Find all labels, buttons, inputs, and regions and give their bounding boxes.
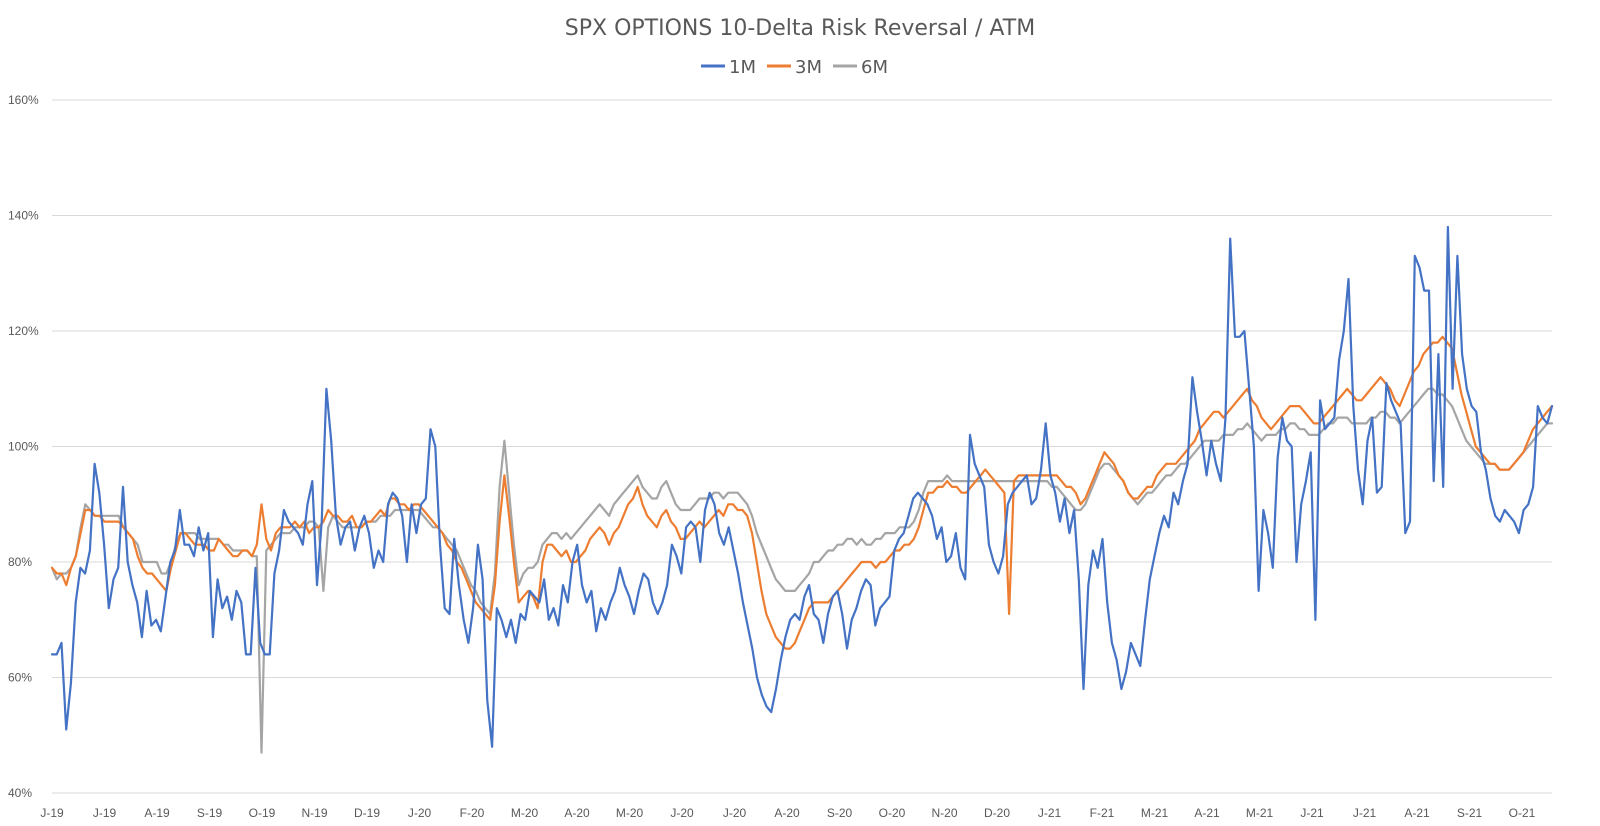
x-tick-label: S-20 (827, 806, 853, 820)
x-tick-label: J-21 (1038, 806, 1062, 820)
x-tick-label: N-19 (301, 806, 327, 820)
legend-label-3m: 3M (795, 57, 822, 78)
series-line-1m (50, 225, 1554, 748)
x-tick-label: O-19 (249, 806, 276, 820)
x-tick-label: D-20 (984, 806, 1010, 820)
x-tick-label: M-20 (616, 806, 644, 820)
x-tick-label: M-21 (1246, 806, 1274, 820)
y-tick-label: 160% (8, 93, 39, 107)
x-tick-label: A-21 (1404, 806, 1430, 820)
x-tick-label: M-20 (511, 806, 539, 820)
x-tick-label: D-19 (354, 806, 380, 820)
x-tick-label: A-19 (144, 806, 170, 820)
x-tick-label: F-20 (460, 806, 485, 820)
x-tick-label: J-20 (670, 806, 694, 820)
x-tick-label: J-21 (1353, 806, 1377, 820)
legend-label-6m: 6M (861, 57, 888, 78)
x-tick-label: F-21 (1090, 806, 1115, 820)
y-tick-label: 80% (8, 555, 32, 569)
gridlines (52, 99, 1552, 794)
legend: 1M 3M 6M (701, 57, 888, 78)
y-axis-tick-labels: 40% 60% 80% 100% 120% 140% 160% (8, 93, 39, 800)
x-tick-label: J-20 (408, 806, 432, 820)
x-tick-label: N-20 (931, 806, 957, 820)
y-tick-label: 140% (8, 209, 39, 223)
y-tick-label: 120% (8, 324, 39, 338)
x-tick-label: A-20 (564, 806, 590, 820)
x-tick-label: J-19 (40, 806, 64, 820)
x-tick-label: S-21 (1457, 806, 1483, 820)
legend-label-1m: 1M (729, 57, 756, 78)
y-tick-label: 60% (8, 671, 32, 685)
chart-title: SPX OPTIONS 10-Delta Risk Reversal / ATM (565, 16, 1035, 41)
x-tick-label: O-21 (1509, 806, 1536, 820)
y-tick-label: 100% (8, 440, 39, 454)
x-tick-label: J-19 (93, 806, 117, 820)
x-tick-label: M-21 (1141, 806, 1169, 820)
series-lines (50, 225, 1554, 754)
series-line-3m (50, 335, 1554, 650)
x-tick-label: J-20 (723, 806, 747, 820)
y-tick-label: 40% (8, 786, 32, 800)
x-tick-label: S-19 (197, 806, 223, 820)
x-axis-tick-labels: J-19 J-19 A-19 S-19 O-19 N-19 D-19 J-20 F-20 M-20… (40, 806, 1535, 820)
x-tick-label: A-21 (1194, 806, 1220, 820)
x-tick-label: O-20 (879, 806, 906, 820)
x-tick-label: A-20 (774, 806, 800, 820)
series-line-6m (50, 387, 1554, 754)
x-tick-label: J-21 (1300, 806, 1324, 820)
